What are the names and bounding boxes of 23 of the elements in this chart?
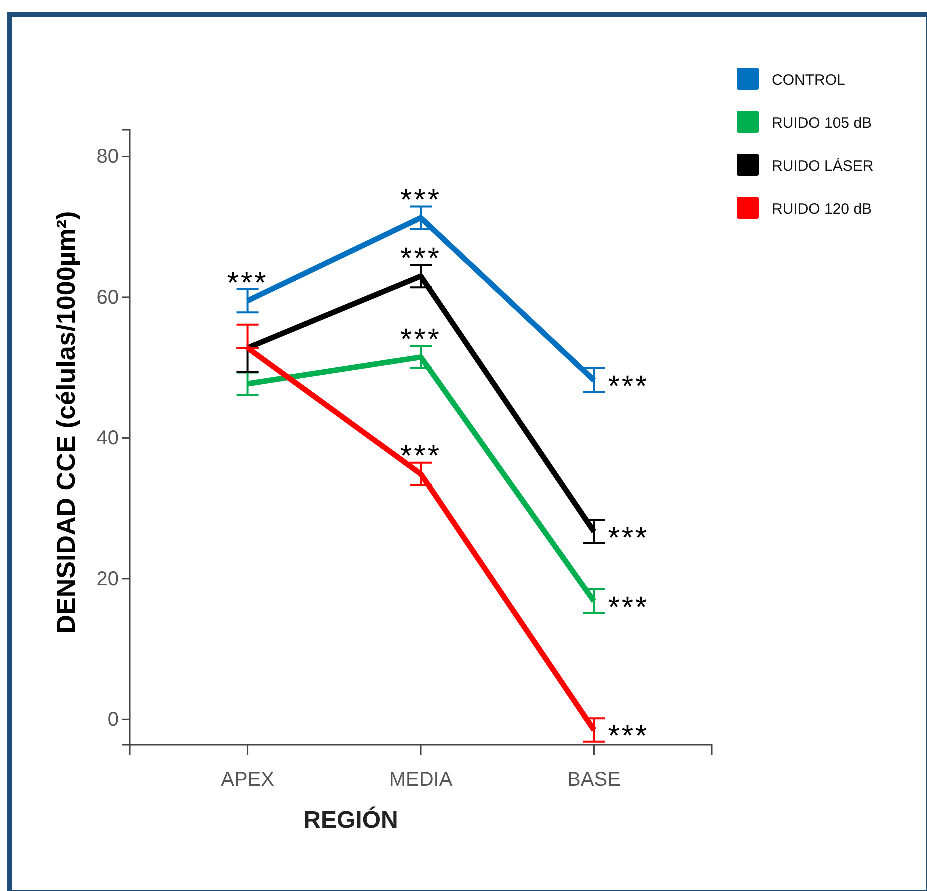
legend-label: RUIDO LÁSER [772, 157, 874, 175]
legend-label: CONTROL [772, 72, 846, 89]
annotation: *** [608, 522, 650, 555]
x-tick-label: BASE [568, 769, 621, 791]
x-axis-title: REGIÓN [304, 806, 398, 834]
annotation: *** [608, 720, 650, 754]
x-tick-label: MEDIA [389, 769, 454, 791]
y-tick-label: 0 [108, 709, 119, 732]
annotation: *** [400, 184, 442, 217]
y-tick-label: 20 [96, 568, 119, 590]
annotation: *** [400, 242, 442, 276]
legend-label: RUIDO 105 dB [772, 115, 872, 132]
y-tick-label: 40 [96, 428, 119, 450]
y-tick-label: 80 [96, 146, 119, 168]
x-tick-label: APEX [221, 769, 274, 791]
annotation: *** [608, 370, 650, 404]
annotation: *** [400, 323, 442, 356]
y-tick-label: 60 [96, 286, 119, 309]
annotation: *** [400, 440, 442, 474]
legend-label: RUIDO 120 dB [772, 201, 872, 218]
annotation: *** [227, 266, 268, 300]
annotation: *** [608, 591, 650, 624]
y-axis-title: DENSIDAD CCE (células/1000µm²) [51, 211, 81, 634]
